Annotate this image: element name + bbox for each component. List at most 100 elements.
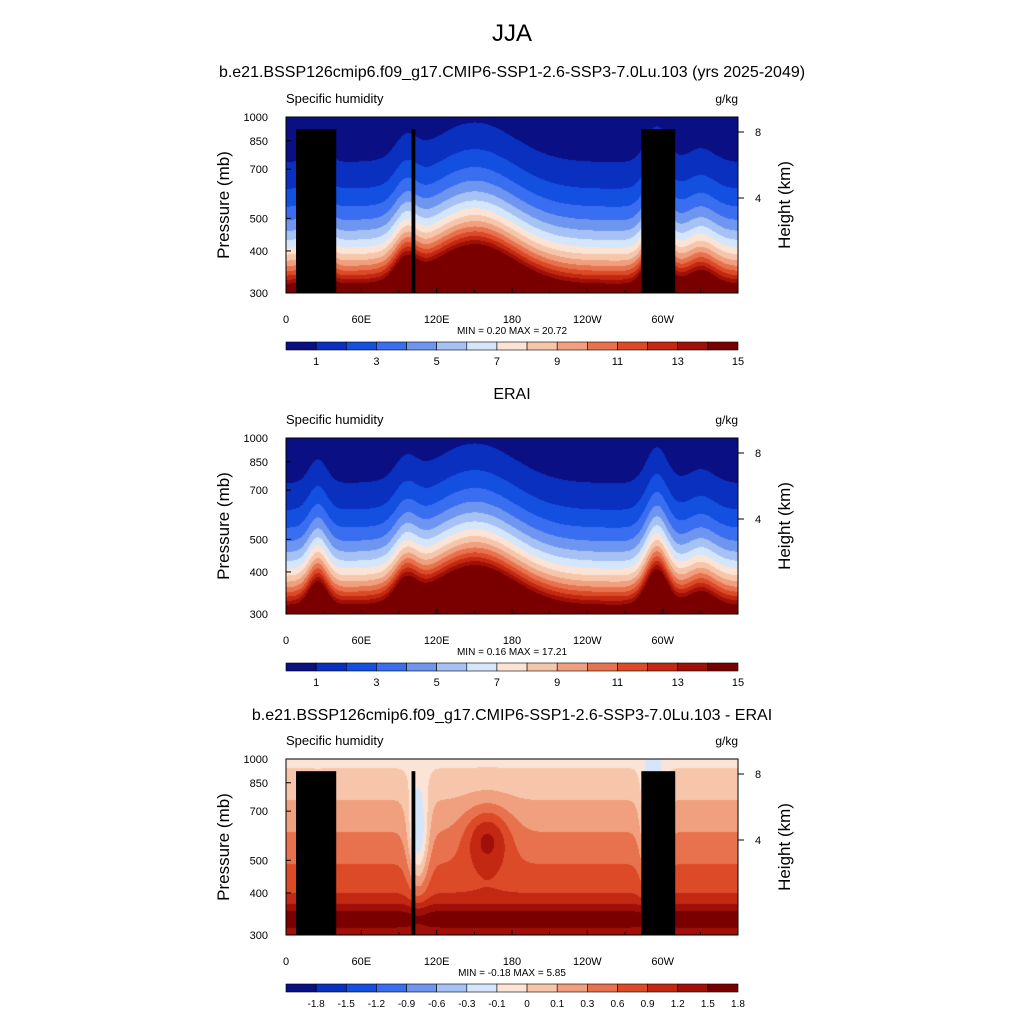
colorbar-box <box>496 983 528 993</box>
y-tick-label: 400 <box>250 567 268 579</box>
colorbar-box <box>376 341 407 351</box>
case-title: b.e21.BSSP126cmip6.f09_g17.CMIP6-SSP1-2.… <box>218 64 806 81</box>
colorbar-label: 1.2 <box>671 999 685 1010</box>
colorbar-label: 15 <box>732 677 744 689</box>
y-tick-label: 500 <box>250 213 268 225</box>
units-label: g/kg <box>715 92 738 106</box>
y-tick-label: 500 <box>250 855 268 867</box>
colorbar-box <box>647 983 679 993</box>
x-tick-label: 60W <box>651 635 674 647</box>
units-label: g/kg <box>715 734 738 748</box>
colorbar-label: -1.2 <box>368 999 386 1010</box>
x-tick-label: 120W <box>573 635 602 647</box>
height-axis-label: Height (km) <box>775 161 794 249</box>
variable-label: Specific humidity <box>286 733 384 748</box>
colorbar-box <box>707 662 739 672</box>
colorbar-box <box>526 983 558 993</box>
x-tick-label: 60E <box>352 314 372 326</box>
colorbar-box <box>466 341 498 351</box>
colorbar-label: 0.9 <box>641 999 655 1010</box>
y-tick-label: 1000 <box>244 433 268 445</box>
terrain-mask <box>411 771 416 935</box>
colorbar-box <box>376 983 407 993</box>
colorbar-label: 9 <box>554 356 560 368</box>
y-tick-label: 400 <box>250 246 268 258</box>
y-axis-label: Pressure (mb) <box>214 793 233 901</box>
colorbar-label: 1.8 <box>731 999 745 1010</box>
colorbar-label: -0.6 <box>428 999 446 1010</box>
colorbar-box <box>677 662 709 672</box>
y-tick-label: 300 <box>250 288 268 300</box>
y-axis-label: Pressure (mb) <box>214 472 233 580</box>
colorbar-box <box>587 341 618 351</box>
x-tick-label: 60W <box>651 956 674 968</box>
colorbar-label: 1 <box>313 356 319 368</box>
colorbar-box <box>285 983 317 993</box>
colorbar-label: 7 <box>494 677 500 689</box>
colorbar-label: 0 <box>524 999 530 1010</box>
colorbar-box <box>406 662 437 672</box>
colorbar-box <box>677 983 709 993</box>
colorbar-label: -0.1 <box>488 999 506 1010</box>
terrain-mask <box>319 782 330 935</box>
colorbar-box <box>526 662 558 672</box>
colorbar-box <box>466 983 498 993</box>
colorbar-box <box>617 341 648 351</box>
y-tick-label: 500 <box>250 534 268 546</box>
colorbar-box <box>285 341 317 351</box>
terrain-mask <box>296 771 337 935</box>
x-tick-label: 120W <box>573 314 602 326</box>
variable-label: Specific humidity <box>286 91 384 106</box>
x-tick-label: 180 <box>503 314 521 326</box>
colorbar-label: -1.8 <box>308 999 326 1010</box>
panel-2 <box>285 437 744 672</box>
colorbar-label: 13 <box>672 356 684 368</box>
x-tick-label: 0 <box>283 956 289 968</box>
colorbar-label: 7 <box>494 356 500 368</box>
colorbar-box <box>496 341 528 351</box>
colorbar-label: 1 <box>313 677 319 689</box>
x-tick-label: 120E <box>424 314 450 326</box>
colorbar-label: 9 <box>554 677 560 689</box>
height-tick-label: 8 <box>755 127 761 139</box>
colorbar-box <box>345 341 377 351</box>
y-tick-label: 1000 <box>244 112 268 124</box>
colorbar-box <box>315 983 347 993</box>
diff-title: b.e21.BSSP126cmip6.f09_g17.CMIP6-SSP1-2.… <box>251 707 773 724</box>
height-tick-label: 4 <box>755 835 761 847</box>
figure-title: JJA <box>491 20 532 47</box>
terrain-mask <box>296 129 337 293</box>
stats-label: MIN = 0.16 MAX = 17.21 <box>457 647 567 658</box>
colorbar-box <box>466 662 498 672</box>
colorbar-box <box>406 341 437 351</box>
height-tick-label: 4 <box>755 514 761 526</box>
y-tick-label: 700 <box>250 164 268 176</box>
colorbar-box <box>406 983 437 993</box>
stats-label: MIN = -0.18 MAX = 5.85 <box>458 968 566 979</box>
x-tick-label: 0 <box>283 314 289 326</box>
colorbar-box <box>496 662 528 672</box>
terrain-mask <box>641 771 676 935</box>
colorbar-label: 0.6 <box>611 999 625 1010</box>
colorbar-label: -1.5 <box>338 999 356 1010</box>
colorbar-box <box>436 983 468 993</box>
x-tick-label: 120E <box>424 635 450 647</box>
terrain-mask <box>319 140 330 293</box>
x-tick-label: 120W <box>573 956 602 968</box>
y-tick-label: 700 <box>250 485 268 497</box>
colorbar-label: 5 <box>434 677 440 689</box>
colorbar-label: 1.5 <box>701 999 715 1010</box>
colorbar-label: 13 <box>672 677 684 689</box>
obs-title: ERAI <box>493 386 531 403</box>
colorbar-label: 15 <box>732 356 744 368</box>
colorbar-label: 11 <box>612 356 623 368</box>
colorbar-label: 11 <box>612 677 623 689</box>
x-tick-label: 180 <box>503 956 521 968</box>
panel-3 <box>285 758 744 993</box>
colorbar-box <box>556 983 588 993</box>
x-tick-label: 120E <box>424 956 450 968</box>
height-axis-label: Height (km) <box>775 482 794 570</box>
y-tick-label: 400 <box>250 888 268 900</box>
colorbar-label: 3 <box>373 356 379 368</box>
